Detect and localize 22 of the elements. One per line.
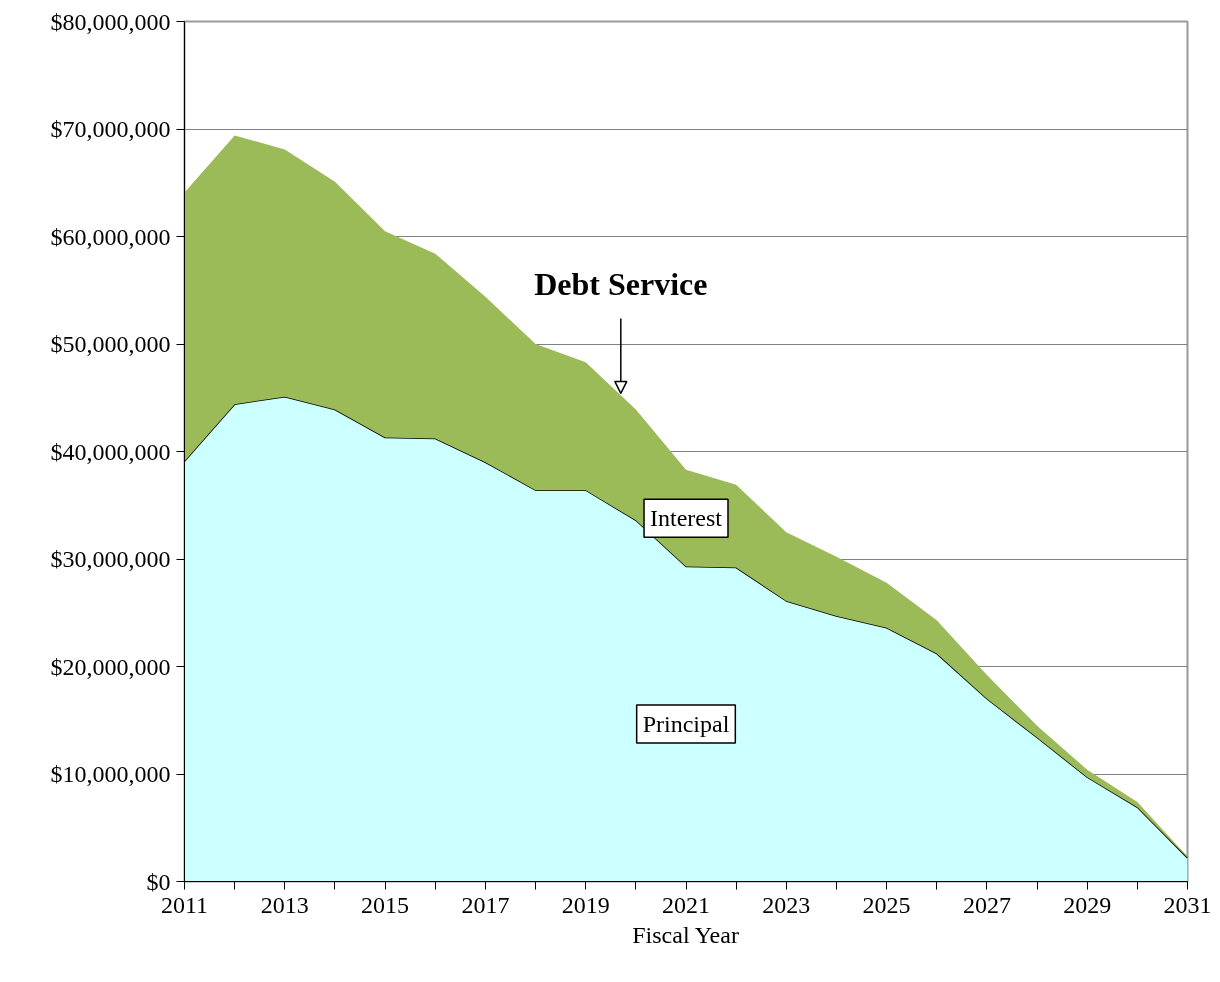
annotation: Debt Service (534, 266, 708, 303)
y-tick-label: $20,000,000 (50, 653, 171, 680)
y-tick-label: $50,000,000 (50, 331, 171, 357)
y-tick-label: $70,000,000 (50, 116, 171, 142)
x-tick-label: 2021 (662, 891, 710, 918)
y-tick-label: $60,000,000 (50, 223, 171, 250)
series-label: Interest (650, 505, 723, 532)
x-axis-title: Fiscal Year (632, 921, 739, 948)
y-tick-label: $40,000,000 (50, 438, 171, 465)
series-label: Principal (642, 711, 730, 738)
y-tick-label: $10,000,000 (50, 761, 171, 787)
x-tick-label: 2027 (962, 891, 1011, 918)
x-tick-label: 2019 (561, 891, 610, 918)
y-tick-label: $30,000,000 (50, 546, 171, 572)
x-tick-label: 2015 (361, 891, 410, 918)
x-tick-label: 2013 (260, 891, 309, 918)
x-tick-label: 2025 (862, 891, 911, 918)
x-tick-label: 2031 (1163, 891, 1212, 918)
x-tick-label: 2023 (762, 891, 811, 918)
x-tick-label: 2017 (461, 891, 510, 918)
y-tick-label: $80,000,000 (50, 8, 171, 35)
x-tick-label: 2029 (1063, 891, 1112, 918)
